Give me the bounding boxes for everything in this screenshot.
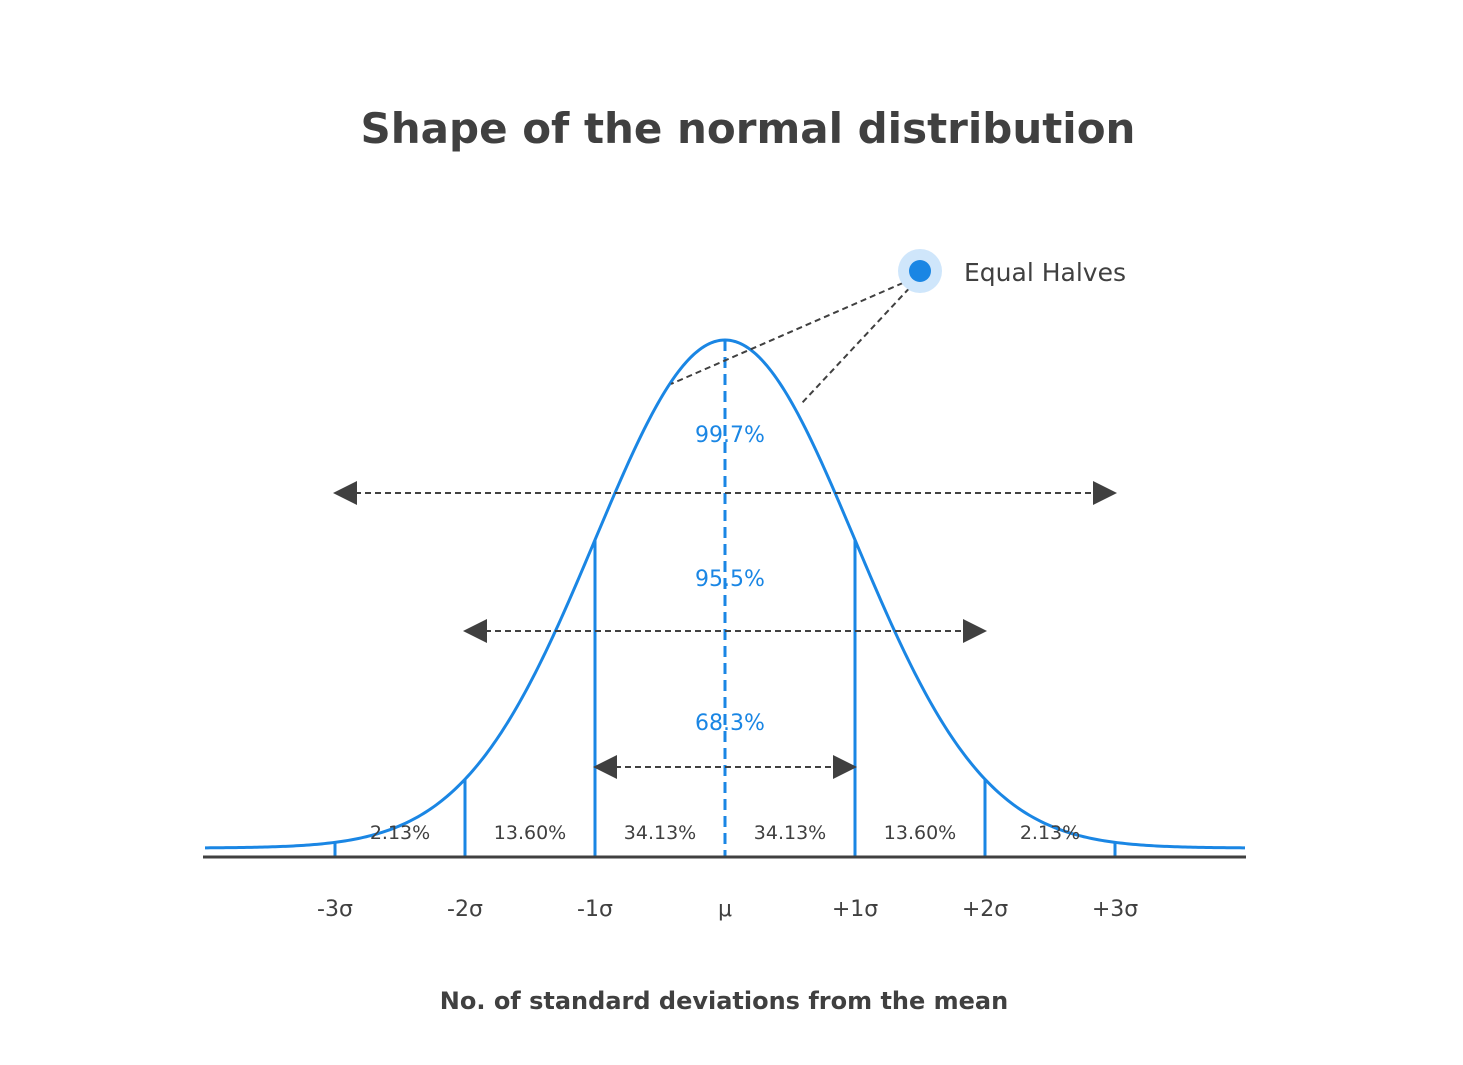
x-tick-label: -3σ (317, 897, 353, 922)
range-arrows (333, 481, 1117, 779)
annotation-label: Equal Halves (964, 258, 1126, 287)
segment-percent-label: 34.13% (754, 822, 826, 844)
x-axis-label: No. of standard deviations from the mean (440, 987, 1008, 1015)
segment-percent-label: 13.60% (494, 822, 566, 844)
x-tick-label: μ (718, 897, 732, 922)
annotation-leader-line (800, 280, 917, 405)
annotation-marker-dot-icon (909, 260, 931, 282)
segment-percent-label: 2.13% (370, 822, 430, 844)
range-label-2-sigma: 95.5% (695, 567, 765, 592)
segment-percent-labels: 2.13% 13.60% 34.13% 34.13% 13.60% 2.13% (370, 822, 1080, 844)
range-label-3-sigma: 99.7% (695, 423, 765, 448)
segment-percent-label: 13.60% (884, 822, 956, 844)
segment-percent-label: 2.13% (1020, 822, 1080, 844)
range-labels: 68.3% 95.5% 99.7% (695, 423, 765, 736)
sigma-boundary-lines (333, 539, 1117, 857)
x-tick-label: +3σ (1092, 897, 1138, 922)
segment-percent-label: 34.13% (624, 822, 696, 844)
chart-title: Shape of the normal distribution (361, 104, 1136, 153)
equal-halves-annotation: Equal Halves (670, 249, 1126, 405)
x-tick-label: -1σ (577, 897, 613, 922)
x-tick-label: -2σ (447, 897, 483, 922)
x-tick-labels: -3σ -2σ -1σ μ +1σ +2σ +3σ (317, 897, 1138, 922)
x-tick-label: +1σ (832, 897, 878, 922)
bell-curve (204, 338, 1246, 850)
x-tick-label: +2σ (962, 897, 1008, 922)
range-label-1-sigma: 68.3% (695, 711, 765, 736)
annotation-leader-line (670, 278, 913, 385)
